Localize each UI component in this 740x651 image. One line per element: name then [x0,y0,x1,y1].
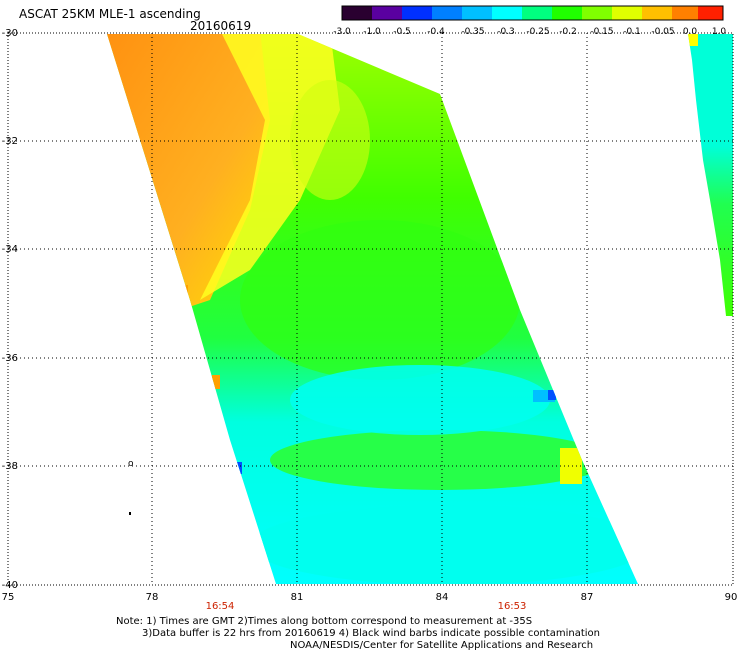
colorbar-label: -0.2 [559,27,577,37]
colorbar-label: -0.25 [526,27,550,37]
lon-tick-label: 75 [1,592,15,603]
right-swath [688,34,733,316]
colorbar-label: -0.15 [590,27,614,37]
colorbar-label: -0.1 [623,27,641,37]
blue-patch-left [234,462,242,474]
lat-tick-label: -32 [1,136,18,147]
colorbar-label: 0.0 [682,27,698,37]
lat-tick-label: -40 [1,580,18,591]
graticule [8,33,733,585]
footnote-line-1: Note: 1) Times are GMT 2)Times along bot… [116,616,533,627]
colorbar-label: -0.35 [461,27,485,37]
footnote-line-2: 3)Data buffer is 22 hrs from 20160619 4)… [142,628,600,639]
lon-tick-label: 84 [435,592,449,603]
date-label: 20160619 [190,19,252,33]
lat-tick-label: -38 [1,461,18,472]
lat-tick-label: -30 [1,28,18,39]
lon-tick-label: 90 [724,592,738,603]
plot-frame [7,32,734,586]
colorbar-label: 1.0 [711,27,727,37]
pass-time-label: 16:53 [497,601,527,612]
lat-tick-label: -36 [1,353,18,364]
lon-tick-label: 81 [290,592,304,603]
colorbar-label: -0.4 [427,27,445,37]
colorbar-label: -3.0 [333,27,351,37]
lon-tick-label: 87 [580,592,594,603]
main-swath [107,34,638,584]
pass-time-label: 16:54 [205,601,235,612]
island-mark: o [128,459,134,469]
chart-title: ASCAT 25KM MLE-1 ascending [19,7,201,21]
colorbar-label: -1.0 [363,27,381,37]
colorbar-label: -0.3 [497,27,515,37]
colorbar-label: -0.5 [393,27,411,37]
footnote-line-3: NOAA/NESDIS/Center for Satellite Applica… [290,640,594,651]
colorbar [341,5,724,21]
lat-tick-label: -34 [1,244,18,255]
lon-tick-label: 78 [145,592,159,603]
colorbar-label: -0.05 [651,27,675,37]
